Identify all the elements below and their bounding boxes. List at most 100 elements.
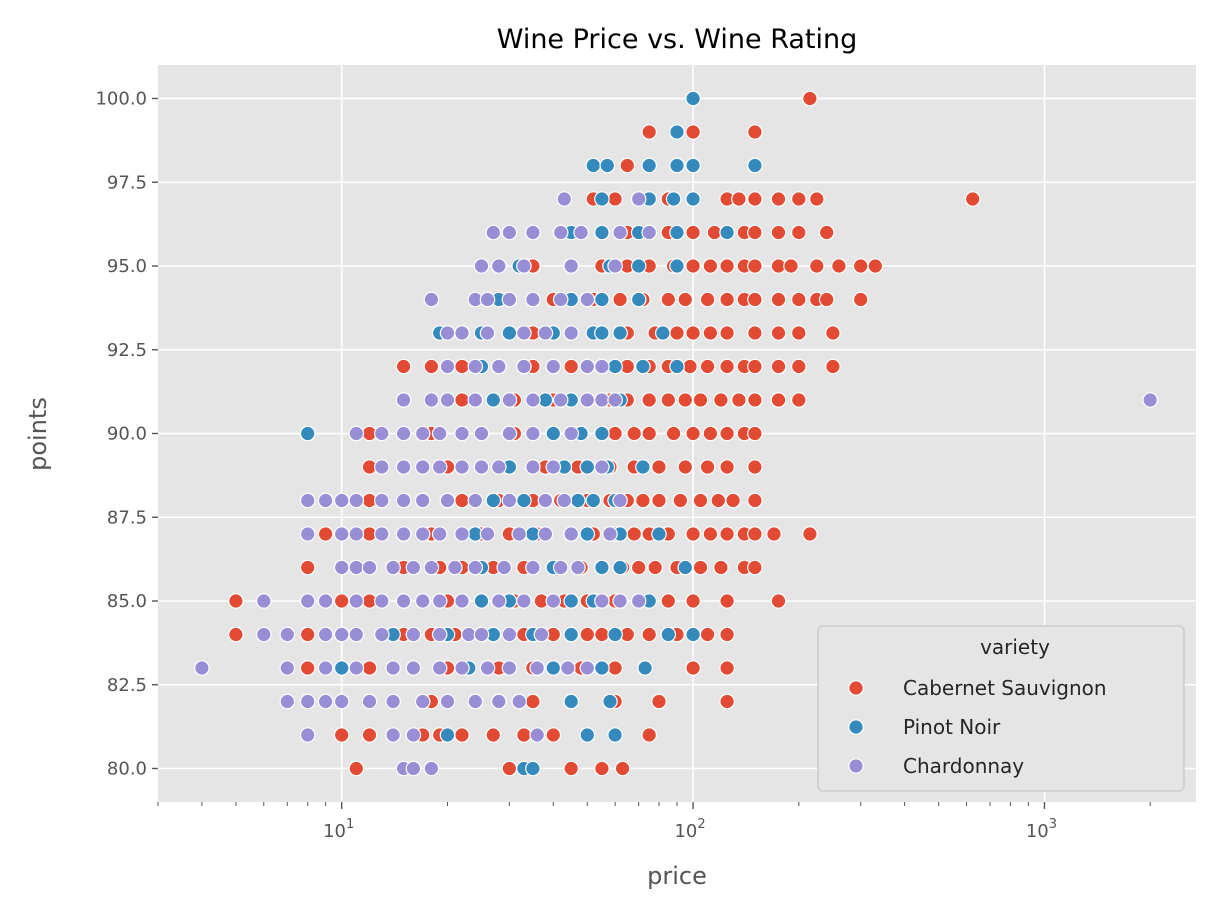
point-chardonnay <box>552 224 569 241</box>
point-chardonnay <box>454 526 470 542</box>
point-chardonnay <box>525 459 541 475</box>
point-chardonnay <box>431 526 448 542</box>
point-chardonnay <box>395 392 412 408</box>
point-cabernet-sauvignon <box>660 392 677 408</box>
point-cabernet-sauvignon <box>747 258 763 274</box>
point-chardonnay <box>317 593 334 609</box>
point-chardonnay <box>563 325 579 341</box>
point-chardonnay <box>529 660 545 676</box>
point-cabernet-sauvignon <box>747 224 763 241</box>
point-cabernet-sauvignon <box>692 392 709 408</box>
y-tick-label: 85.0 <box>107 591 147 612</box>
point-chardonnay <box>573 224 589 241</box>
point-cabernet-sauvignon <box>802 526 818 542</box>
point-chardonnay <box>552 291 569 308</box>
point-pinot-noir <box>602 693 618 710</box>
point-cabernet-sauvignon <box>770 358 787 375</box>
legend: variety Cabernet Sauvignon Pinot Noir Char… <box>817 625 1185 792</box>
point-chardonnay <box>490 258 507 274</box>
point-chardonnay <box>255 593 272 609</box>
point-cabernet-sauvignon <box>626 425 642 442</box>
y-tick-label: 87.5 <box>107 507 147 528</box>
point-pinot-noir <box>669 124 685 140</box>
point-chardonnay <box>317 693 334 710</box>
y-axis-label: points <box>24 397 52 471</box>
point-pinot-noir <box>665 191 682 207</box>
point-chardonnay <box>545 459 562 475</box>
point-chardonnay <box>501 425 518 442</box>
point-chardonnay <box>431 593 448 609</box>
y-tick-label: 97.5 <box>107 172 147 193</box>
point-chardonnay <box>454 425 470 442</box>
point-chardonnay <box>516 258 532 274</box>
point-chardonnay <box>255 626 272 643</box>
point-cabernet-sauvignon <box>770 291 787 308</box>
point-chardonnay <box>414 593 431 609</box>
point-cabernet-sauvignon <box>563 760 579 777</box>
point-chardonnay <box>385 693 401 710</box>
point-chardonnay <box>594 358 610 375</box>
point-chardonnay <box>511 693 527 710</box>
point-chardonnay <box>279 660 296 676</box>
point-pinot-noir <box>685 626 701 643</box>
y-tick-label: 90.0 <box>107 424 147 445</box>
point-chardonnay <box>361 559 378 576</box>
point-chardonnay <box>563 526 579 542</box>
point-chardonnay <box>348 559 365 576</box>
legend-marker <box>848 758 864 774</box>
point-chardonnay <box>473 626 490 643</box>
point-cabernet-sauvignon <box>719 660 735 676</box>
point-chardonnay <box>563 258 579 274</box>
point-chardonnay <box>373 626 390 643</box>
point-chardonnay <box>333 492 350 509</box>
point-pinot-noir <box>439 727 456 743</box>
point-chardonnay <box>552 392 569 408</box>
point-cabernet-sauvignon <box>299 559 316 576</box>
point-chardonnay <box>395 425 412 442</box>
point-pinot-noir <box>579 459 596 475</box>
point-pinot-noir <box>563 626 579 643</box>
point-chardonnay <box>630 191 647 207</box>
point-cabernet-sauvignon <box>660 593 677 609</box>
point-chardonnay <box>385 660 401 676</box>
point-chardonnay <box>423 392 440 408</box>
point-cabernet-sauvignon <box>831 258 847 274</box>
point-chardonnay <box>525 224 541 241</box>
x-axis-label: price <box>647 862 707 890</box>
point-cabernet-sauvignon <box>770 224 787 241</box>
point-cabernet-sauvignon <box>682 358 698 375</box>
point-chardonnay <box>602 526 618 542</box>
point-chardonnay <box>579 660 596 676</box>
point-chardonnay <box>348 492 365 509</box>
point-chardonnay <box>439 492 456 509</box>
point-chardonnay <box>556 191 573 207</box>
point-cabernet-sauvignon <box>719 526 735 542</box>
point-chardonnay <box>501 224 518 241</box>
point-cabernet-sauvignon <box>685 425 701 442</box>
point-cabernet-sauvignon <box>702 526 719 542</box>
point-cabernet-sauvignon <box>825 325 841 341</box>
point-pinot-noir <box>641 157 657 174</box>
point-pinot-noir <box>594 559 610 576</box>
point-cabernet-sauvignon <box>651 693 667 710</box>
point-cabernet-sauvignon <box>641 392 657 408</box>
point-cabernet-sauvignon <box>669 325 685 341</box>
point-pinot-noir <box>485 492 502 509</box>
point-cabernet-sauvignon <box>348 760 365 777</box>
point-pinot-noir <box>607 358 623 375</box>
point-chardonnay <box>579 392 596 408</box>
point-chardonnay <box>545 358 562 375</box>
point-pinot-noir <box>654 325 671 341</box>
point-pinot-noir <box>563 693 579 710</box>
point-chardonnay <box>423 559 440 576</box>
point-cabernet-sauvignon <box>685 526 701 542</box>
point-cabernet-sauvignon <box>719 459 735 475</box>
point-pinot-noir <box>669 258 685 274</box>
point-chardonnay <box>525 559 541 576</box>
point-chardonnay <box>333 693 350 710</box>
legend-label: Pinot Noir <box>903 715 1001 739</box>
point-pinot-noir <box>677 559 694 576</box>
point-chardonnay <box>490 693 507 710</box>
point-cabernet-sauvignon <box>685 325 701 341</box>
